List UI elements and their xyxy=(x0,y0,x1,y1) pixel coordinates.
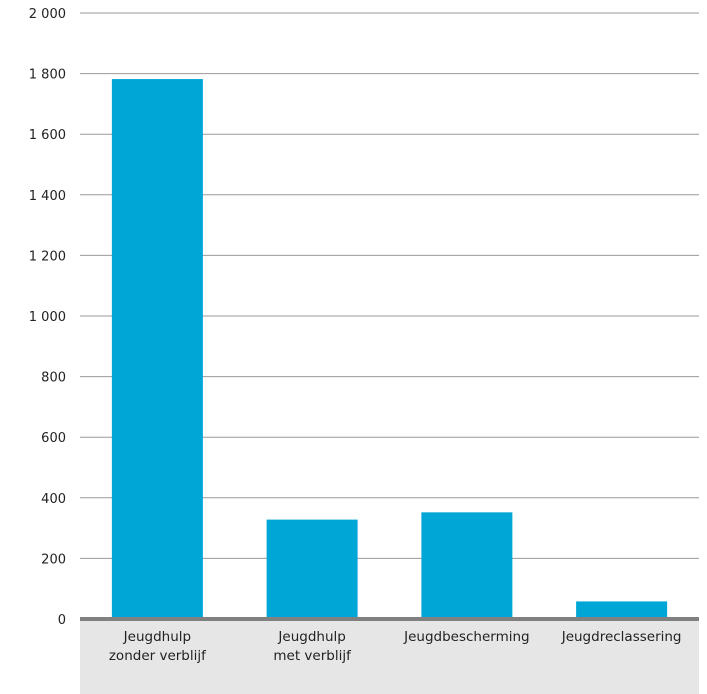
category-label-line: Jeugdhulp xyxy=(123,629,191,645)
category-label: Jeugdhulp met verblijf xyxy=(273,629,352,664)
y-tick-label: 1 800 xyxy=(29,68,66,83)
category-label-line: Jeugdreclassering xyxy=(561,629,682,645)
category-label: Jeugdbescherming xyxy=(403,629,530,645)
bar xyxy=(266,519,358,619)
category-label-line: Jeugdbescherming xyxy=(403,629,530,645)
y-tick-label: 1 000 xyxy=(29,310,66,325)
bar xyxy=(421,512,513,619)
y-tick-label: 400 xyxy=(41,492,66,507)
y-tick-label: 1 600 xyxy=(29,128,66,143)
bars xyxy=(111,79,668,619)
category-label-line: Jeugdhulp xyxy=(277,629,345,645)
y-tick-label: 1 400 xyxy=(29,189,66,204)
y-tick-label: 200 xyxy=(41,552,66,567)
y-axis-tick-labels: 0 200 400 600 800 1 000 1 200 1 400 1 600 1 800 2 … xyxy=(29,7,66,628)
category-label-line: zonder verblijf xyxy=(109,648,207,664)
y-tick-label: 0 xyxy=(58,613,66,628)
category-labels: Jeugdhulp zonder verblijf Jeugdhulp met ver… xyxy=(109,629,682,664)
y-tick-label: 2 000 xyxy=(29,7,66,22)
category-label-band xyxy=(80,620,699,694)
y-tick-label: 800 xyxy=(41,371,66,386)
category-label: Jeugdhulp zonder verblijf xyxy=(109,629,207,664)
bar xyxy=(576,601,668,619)
bar xyxy=(111,79,203,619)
category-label: Jeugdreclassering xyxy=(561,629,682,645)
category-label-line: met verblijf xyxy=(273,648,352,664)
y-tick-label: 600 xyxy=(41,431,66,446)
y-tick-label: 1 200 xyxy=(29,249,66,264)
